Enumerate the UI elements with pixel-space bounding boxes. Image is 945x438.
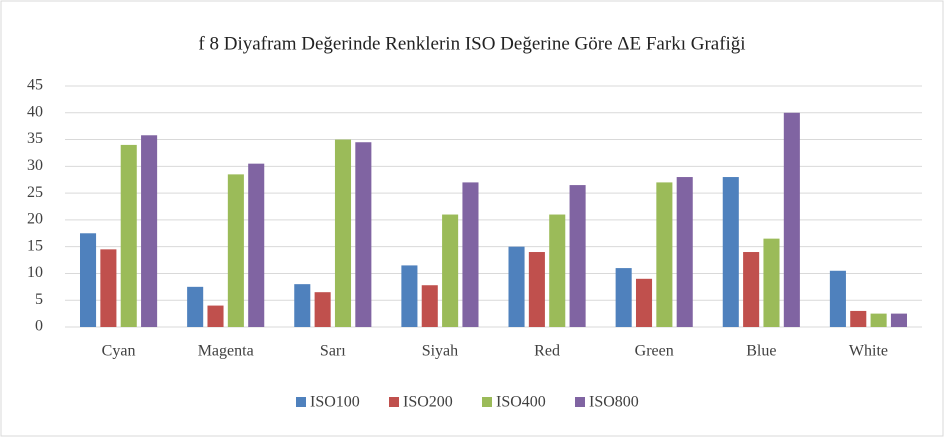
- bar: [141, 135, 158, 327]
- bar: [615, 268, 632, 327]
- x-tick-label: Magenta: [198, 343, 254, 360]
- x-tick-label: Blue: [746, 343, 776, 360]
- y-tick-label: 15: [27, 237, 43, 254]
- legend-swatch: [389, 397, 399, 407]
- bar: [100, 249, 117, 327]
- bar: [294, 284, 311, 327]
- bar: [676, 177, 693, 327]
- bar: [635, 278, 653, 327]
- y-tick-label: 30: [27, 157, 43, 174]
- bar: [187, 286, 204, 327]
- bar: [334, 139, 352, 327]
- legend-swatch: [296, 397, 306, 407]
- bar: [207, 305, 224, 327]
- y-tick-label: 25: [27, 184, 43, 201]
- bar: [890, 313, 908, 327]
- bar: [120, 144, 137, 327]
- legend-swatch: [482, 397, 492, 407]
- x-tick-label: Siyah: [422, 343, 458, 360]
- legend-label: ISO800: [589, 394, 639, 411]
- chart-title: f 8 Diyafram Değerinde Renklerin ISO Değ…: [198, 33, 745, 54]
- x-tick-label: White: [849, 343, 888, 360]
- bar: [442, 214, 459, 327]
- x-tick-label: Red: [534, 343, 560, 360]
- y-tick-label: 35: [27, 130, 43, 147]
- bar: [248, 163, 265, 327]
- bar: [870, 313, 887, 327]
- x-tick-label: Green: [635, 343, 674, 360]
- y-tick-label: 10: [27, 264, 43, 281]
- legend-label: ISO400: [496, 394, 546, 411]
- x-tick-label: Cyan: [102, 343, 136, 360]
- y-tick-label: 45: [27, 77, 43, 94]
- y-tick-label: 40: [27, 103, 43, 120]
- bar: [722, 177, 739, 327]
- bar: [508, 246, 525, 327]
- bar: [314, 292, 331, 327]
- bar: [528, 252, 545, 327]
- bar: [462, 182, 479, 327]
- bar: [783, 112, 800, 328]
- bar: [743, 252, 760, 327]
- bar: [79, 233, 97, 327]
- bar: [401, 265, 418, 327]
- bar: [355, 142, 372, 327]
- bar: [656, 182, 673, 327]
- y-tick-label: 5: [35, 291, 43, 308]
- bar: [227, 174, 244, 327]
- legend-label: ISO100: [310, 394, 360, 411]
- x-tick-label: Sarı: [320, 343, 346, 360]
- bar: [829, 270, 846, 327]
- bar: [549, 214, 566, 327]
- bar: [763, 238, 780, 327]
- legend-label: ISO200: [403, 394, 453, 411]
- bar: [850, 310, 867, 327]
- bar: [569, 185, 586, 327]
- y-tick-label: 0: [35, 318, 43, 335]
- legend-swatch: [575, 397, 585, 407]
- y-tick-label: 20: [27, 211, 43, 228]
- bar: [421, 285, 438, 327]
